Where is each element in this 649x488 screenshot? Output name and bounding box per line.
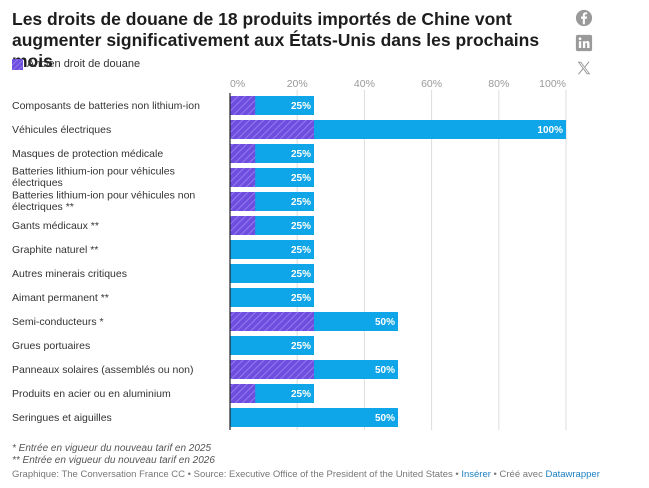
category-label: Seringues et aiguilles bbox=[12, 412, 112, 424]
category-label: Produits en acier ou en aluminium bbox=[12, 388, 171, 400]
category-label: Composants de batteries non lithium-ion bbox=[12, 100, 200, 112]
footnotes: * Entrée en vigueur du nouveau tarif en … bbox=[12, 443, 215, 467]
old-tariff-bar bbox=[230, 360, 314, 379]
x-tick-label: 20% bbox=[287, 78, 308, 90]
category-label: Masques de protection médicale bbox=[12, 148, 163, 160]
data-label: 25% bbox=[291, 293, 311, 304]
data-label: 50% bbox=[375, 365, 395, 376]
new-tariff-bar bbox=[230, 240, 314, 259]
legend-label: Ancien droit de douane bbox=[27, 58, 141, 70]
data-label: 25% bbox=[291, 341, 311, 352]
insert-link[interactable]: Insérer bbox=[461, 469, 491, 480]
old-tariff-bar bbox=[230, 168, 256, 187]
category-label: Grues portuaires bbox=[12, 340, 90, 352]
x-tick-label: 100% bbox=[539, 78, 566, 90]
bar-chart: 0% 20% 40% 60% 80% 100% Composants de batteri… bbox=[12, 78, 567, 430]
category-label: Batteries lithium-ion pour véhicules élec… bbox=[12, 166, 175, 190]
data-label: 25% bbox=[291, 101, 311, 112]
data-label: 25% bbox=[291, 389, 311, 400]
share-buttons bbox=[575, 9, 595, 84]
data-label: 25% bbox=[291, 245, 311, 256]
data-label: 25% bbox=[291, 173, 311, 184]
x-tick-label: 0% bbox=[230, 78, 245, 90]
category-label: Panneaux solaires (assemblés ou non) bbox=[12, 364, 194, 376]
data-label: 50% bbox=[375, 317, 395, 328]
data-label: 50% bbox=[375, 413, 395, 424]
old-tariff-bar bbox=[230, 120, 314, 139]
credits-text: Graphique: The Conversation France CC • … bbox=[12, 469, 462, 480]
created-with-text: • Créé avec bbox=[490, 469, 546, 480]
footnote-2025: * Entrée en vigueur du nouveau tarif en … bbox=[12, 443, 212, 454]
category-label: Semi-conducteurs * bbox=[12, 316, 104, 328]
x-tick-label: 80% bbox=[488, 78, 509, 90]
category-labels: Composants de batteries non lithium-ion V… bbox=[12, 100, 200, 424]
data-label: 25% bbox=[291, 197, 311, 208]
legend-swatch bbox=[12, 58, 23, 70]
credits: Graphique: The Conversation France CC • … bbox=[12, 469, 600, 480]
old-tariff-bar bbox=[230, 312, 314, 331]
new-tariff-bar bbox=[230, 408, 398, 427]
x-tick-label: 40% bbox=[354, 78, 375, 90]
new-tariff-bar bbox=[230, 288, 314, 307]
legend: Ancien droit de douane bbox=[12, 58, 140, 70]
category-label: Graphite naturel ** bbox=[12, 244, 98, 256]
data-label: 100% bbox=[537, 125, 563, 136]
datawrapper-link[interactable]: Datawrapper bbox=[545, 469, 600, 480]
category-label: Aimant permanent ** bbox=[12, 292, 109, 304]
category-label: Véhicules électriques bbox=[12, 124, 111, 136]
linkedin-icon[interactable] bbox=[575, 34, 593, 52]
category-label: Batteries lithium-ion pour véhicules non… bbox=[12, 190, 195, 214]
facebook-icon[interactable] bbox=[575, 9, 593, 27]
x-axis-ticks: 0% 20% 40% 60% 80% 100% bbox=[230, 78, 566, 90]
footnote-2026: ** Entrée en vigueur du nouveau tarif en… bbox=[12, 455, 215, 466]
x-tick-label: 60% bbox=[421, 78, 442, 90]
old-tariff-bar bbox=[230, 192, 256, 211]
data-label: 25% bbox=[291, 221, 311, 232]
x-icon[interactable] bbox=[575, 59, 593, 77]
category-label: Autres minerais critiques bbox=[12, 268, 127, 280]
data-label: 25% bbox=[291, 149, 311, 160]
new-tariff-bar bbox=[230, 336, 314, 355]
old-tariff-bar bbox=[230, 144, 256, 163]
data-label: 25% bbox=[291, 269, 311, 280]
old-tariff-bar bbox=[230, 384, 256, 403]
new-tariff-bar bbox=[230, 264, 314, 283]
old-tariff-bar bbox=[230, 96, 256, 115]
old-tariff-bar bbox=[230, 216, 256, 235]
category-label: Gants médicaux ** bbox=[12, 220, 99, 232]
bars: 25% 100% 25% 25% 25% 25% 25% 25% 25% 50% 25% 50% 25%… bbox=[230, 96, 566, 427]
